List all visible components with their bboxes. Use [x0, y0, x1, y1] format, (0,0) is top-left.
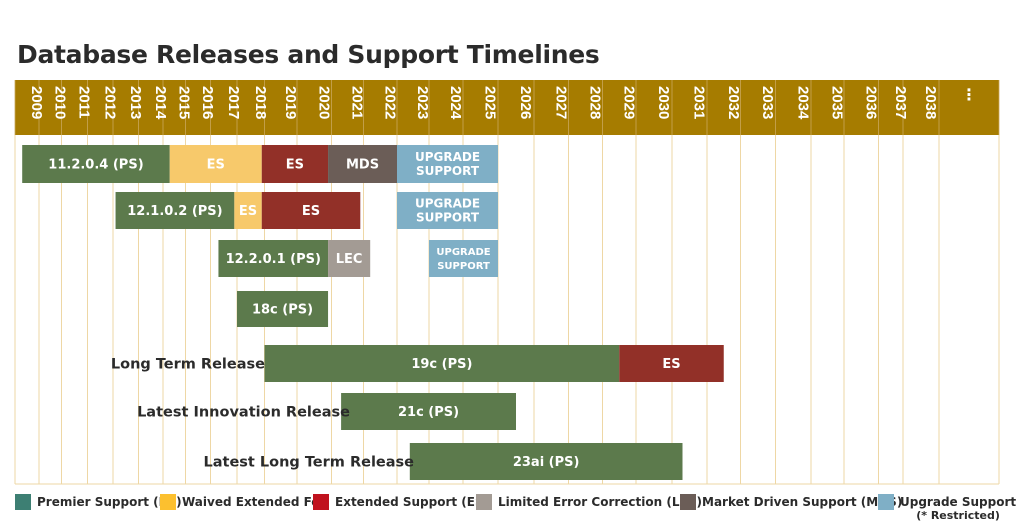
row-label: Latest Innovation Release — [137, 405, 350, 421]
bar-premier — [264, 345, 620, 382]
bar-label: SUPPORT — [416, 211, 480, 225]
year-tick-label: 2031 — [691, 86, 708, 119]
bar-premier — [115, 192, 235, 229]
legend-label: Premier Support (PS) — [37, 495, 182, 509]
year-tick-label: 2032 — [725, 86, 742, 119]
legend-sublabel: (* Restricted) — [916, 509, 1000, 522]
bar-waived — [234, 192, 262, 229]
bar-waived — [169, 145, 262, 183]
bar-label: SUPPORT — [437, 261, 490, 272]
legend-label: Waived Extended Fee — [182, 495, 328, 509]
legend-item-waived: Waived Extended Fee — [160, 494, 328, 510]
year-ellipsis: ⋮ — [961, 85, 977, 104]
legend-label-group: Upgrade Support (* Restricted) — [900, 494, 1016, 522]
row-label: Latest Long Term Release — [203, 455, 414, 471]
bar-label: UPGRADE — [415, 150, 480, 164]
legend-swatch-premier — [15, 494, 31, 510]
legend-item-premier: Premier Support (PS) — [15, 494, 182, 510]
legend-item-extended: Extended Support (ES) — [313, 494, 489, 510]
timeline-chart: 2009 2010 2011 2012 2013 2014 2015 2016 2017 2018… — [14, 80, 1000, 485]
bar-label: 19c (PS) — [411, 357, 472, 372]
year-tick-label: 2023 — [414, 86, 431, 119]
bar-upgrade — [397, 145, 498, 183]
bar-extended — [261, 145, 329, 183]
year-tick-label: 2011 — [76, 86, 93, 119]
year-tick-label: 2038 — [922, 86, 939, 119]
bar-premier — [409, 443, 683, 480]
legend-swatch-extended — [313, 494, 329, 510]
year-tick-label: 2026 — [517, 86, 534, 119]
year-tick-label: 2016 — [199, 86, 216, 119]
year-tick-label: 2024 — [447, 86, 464, 120]
legend-swatch-waived — [160, 494, 176, 510]
legend-label: Extended Support (ES) — [335, 495, 490, 509]
year-tick-label: 2027 — [552, 86, 569, 119]
year-tick-label: 2036 — [862, 86, 879, 119]
year-tick-label: 2010 — [51, 86, 68, 119]
legend-item-mds: Market Driven Support (MDS) — [680, 494, 902, 510]
legend-swatch-upgrade — [878, 494, 894, 510]
legend-item-upgrade: Upgrade Support (* Restricted) — [878, 494, 1016, 522]
legend-item-lec: Limited Error Correction (LEC) — [476, 494, 702, 510]
bar-premier — [22, 145, 170, 183]
bar-label: 18c (PS) — [252, 303, 313, 318]
year-tick-label: 2014 — [152, 86, 169, 120]
bar-label: LEC — [336, 252, 363, 267]
year-tick-label: 2037 — [892, 86, 909, 119]
legend-swatch-lec — [476, 494, 492, 510]
year-tick-label: 2013 — [127, 86, 144, 119]
legend-label: Upgrade Support — [900, 495, 1017, 509]
row-label: Long Term Release — [111, 357, 265, 373]
year-tick-label: 2012 — [101, 86, 118, 119]
bar-label: SUPPORT — [416, 164, 480, 178]
legend: Premier Support (PS) Waived Extended Fee… — [0, 494, 1024, 524]
bar-upgrade — [429, 240, 498, 277]
bar-label: ES — [239, 204, 257, 219]
bar-label: ES — [662, 357, 680, 372]
bar-premier — [237, 291, 329, 327]
year-tick-label: 2033 — [759, 86, 776, 119]
bar-lec — [328, 240, 371, 277]
year-header-band — [15, 80, 999, 135]
legend-label: Market Driven Support (MDS) — [702, 495, 903, 509]
bar-label: 23ai (PS) — [513, 455, 580, 470]
bar-label: 12.2.0.1 (PS) — [226, 252, 321, 267]
bar-upgrade — [397, 192, 498, 229]
legend-swatch-mds — [680, 494, 696, 510]
year-tick-label: 2020 — [315, 86, 332, 119]
bar-mds — [328, 145, 397, 183]
year-tick-label: 2015 — [175, 86, 192, 119]
year-tick-label: 2019 — [282, 86, 299, 119]
year-tick-label: 2035 — [829, 86, 846, 119]
year-tick-label: 2030 — [655, 86, 672, 119]
bar-label: 11.2.0.4 (PS) — [48, 158, 143, 173]
year-tick-label: 2025 — [482, 86, 499, 119]
year-tick-label: 2034 — [794, 86, 811, 120]
year-tick-label: 2029 — [620, 86, 637, 119]
year-tick-label: 2009 — [28, 86, 45, 119]
bar-label: 21c (PS) — [398, 405, 459, 420]
year-tick-label: 2018 — [252, 86, 269, 119]
year-tick-label: 2028 — [587, 86, 604, 119]
bar-premier — [218, 240, 329, 277]
bar-label: UPGRADE — [436, 247, 490, 258]
bar-label: UPGRADE — [415, 197, 480, 211]
bar-label: ES — [302, 204, 320, 219]
legend-label: Limited Error Correction (LEC) — [498, 495, 702, 509]
year-tick-label: 2021 — [349, 86, 366, 119]
bar-label: ES — [286, 158, 304, 173]
bar-label: 12.1.0.2 (PS) — [127, 204, 222, 219]
bar-extended — [261, 192, 361, 229]
bar-label: ES — [207, 158, 225, 173]
year-tick-label: 2022 — [381, 86, 398, 119]
year-tick-label: 2017 — [225, 86, 242, 119]
bar-label: MDS — [346, 158, 379, 173]
bar-extended — [619, 345, 724, 382]
page-title: Database Releases and Support Timelines — [17, 40, 600, 69]
bar-premier — [341, 393, 516, 430]
